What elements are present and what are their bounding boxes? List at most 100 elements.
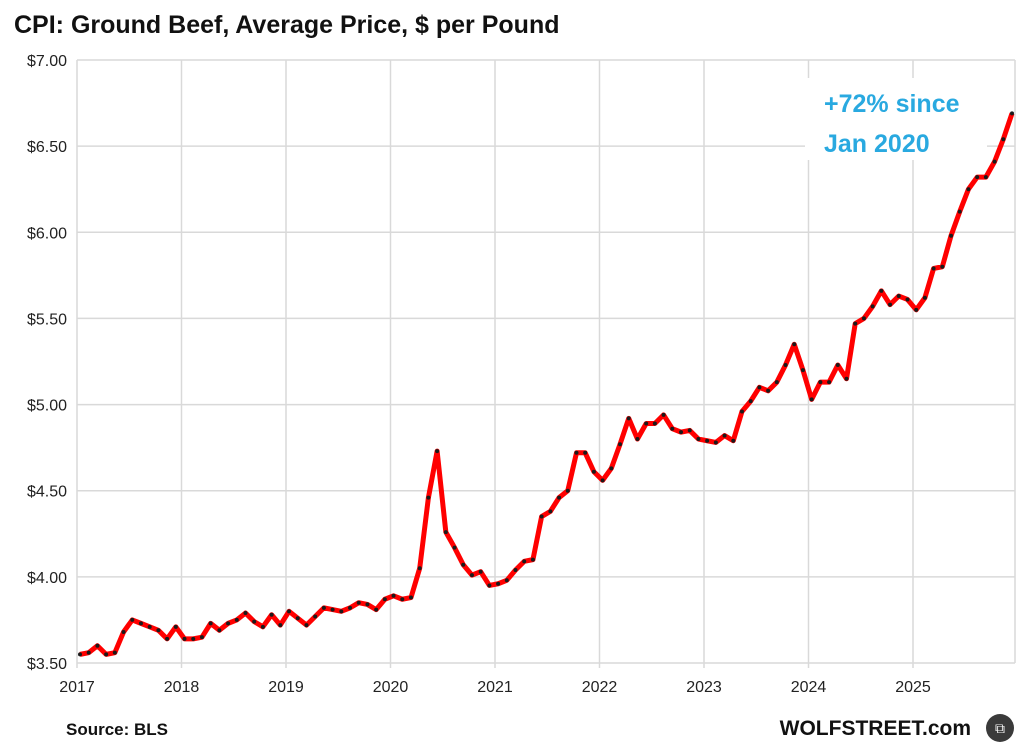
data-point [757,385,762,390]
data-point [356,600,361,605]
data-point [104,652,109,657]
x-tick-label: 2020 [373,679,409,696]
x-axis: 2017 2018 2019 2020 2021 2022 2023 2024 2025 [59,679,931,696]
grid [76,59,1016,668]
x-tick-label: 2019 [268,679,304,696]
data-point [635,437,640,442]
data-point [696,437,701,442]
data-point [339,609,344,614]
data-point [792,342,797,347]
y-tick-label: $3.50 [27,656,67,673]
data-point [618,442,623,447]
data-point [957,209,962,214]
data-point [1001,137,1006,142]
data-point [78,652,82,657]
data-point [461,562,466,567]
data-point [191,636,196,641]
data-point [1010,111,1014,116]
data-point [652,421,657,426]
data-point [365,602,370,607]
data-point [95,643,100,648]
data-point [260,624,265,629]
data-point [818,380,823,385]
data-point [774,380,779,385]
data-point [966,187,971,192]
x-tick-label: 2021 [477,679,513,696]
data-point [530,557,535,562]
data-point [304,623,309,628]
data-point [844,376,849,381]
share-icon[interactable]: ⧉ [986,714,1014,742]
data-point [557,495,562,500]
x-tick-label: 2018 [164,679,200,696]
annotation-line-2: Jan 2020 [824,130,930,158]
y-tick-label: $6.50 [27,139,67,156]
data-point [574,450,579,455]
data-point [853,321,858,326]
y-tick-label: $7.00 [27,53,67,70]
data-point [835,362,840,367]
data-point [243,611,248,616]
data-point [591,469,596,474]
data-point [940,264,945,269]
data-point [217,628,222,633]
data-point [269,612,274,617]
data-point [121,629,126,634]
data-point [173,624,178,629]
data-point [295,616,300,621]
data-point [426,495,431,500]
data-point [408,595,413,600]
data-point [992,159,997,164]
data-point [644,421,649,426]
y-tick-label: $4.50 [27,484,67,501]
data-point [539,514,544,519]
data-point [861,316,866,321]
data-point [478,569,483,574]
data-point [435,449,440,454]
data-point [670,426,675,431]
y-tick-label: $5.50 [27,311,67,328]
y-tick-label: $6.00 [27,225,67,242]
data-point [400,597,405,602]
chart-title: CPI: Ground Beef, Average Price, $ per P… [14,11,560,39]
data-point [226,621,231,626]
data-point [165,636,170,641]
data-point [922,295,927,300]
data-point [452,545,457,550]
y-tick-label: $4.00 [27,570,67,587]
data-point [417,566,422,571]
data-point [687,428,692,433]
source-label: Source: BLS [66,720,168,739]
data-point [870,304,875,309]
data-point [208,621,213,626]
data-point [287,609,292,614]
data-point [626,416,631,421]
brand-label: WOLFSTREET.com [780,717,971,740]
data-point [783,362,788,367]
data-point [130,617,135,622]
data-point [748,399,753,404]
data-point [827,380,832,385]
data-point [713,440,718,445]
data-point [879,288,884,293]
series-line [79,112,1015,657]
data-point [896,294,901,299]
data-point [722,433,727,438]
x-tick-label: 2025 [895,679,931,696]
data-point [469,573,474,578]
data-point [278,623,283,628]
x-tick-label: 2023 [686,679,722,696]
data-point [112,650,117,655]
data-point [496,581,501,586]
data-point [487,583,492,588]
data-point [548,509,553,514]
data-point [888,302,893,307]
data-point [443,530,448,535]
data-point [199,635,204,640]
data-point [86,650,91,655]
data-point [766,388,771,393]
data-point [182,636,187,641]
data-point [809,397,814,402]
data-point [138,621,143,626]
